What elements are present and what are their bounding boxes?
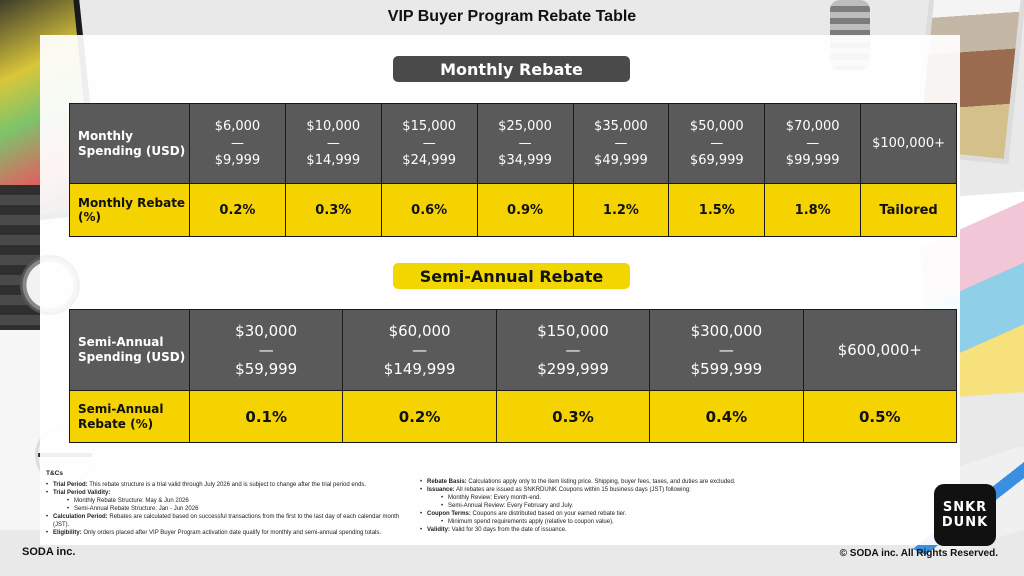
monthly-rebate-cell: 1.5% — [668, 183, 766, 237]
monthly-rebate-table: Monthly Spending (USD) $6,000— $9,999 $10… — [69, 103, 957, 237]
monthly-tier-cell: $10,000— $14,999 — [284, 103, 382, 184]
terms-item: Issuance: All rebates are issued as SNKR… — [420, 486, 780, 494]
semi-rebate-cell: 0.4% — [649, 390, 804, 443]
monthly-tier-cell: $70,000— $99,999 — [764, 103, 862, 184]
monthly-tier-cell: $50,000— $69,999 — [668, 103, 766, 184]
monthly-rebate-cell: 0.6% — [380, 183, 478, 237]
terms-left-column: T&Cs Trial Period: This rebate structure… — [46, 470, 416, 537]
semi-top-rebate-cell: 0.5% — [802, 390, 957, 443]
monthly-tier-cell: $6,000— $9,999 — [189, 103, 286, 184]
terms-item: Trial Period: This rebate structure is a… — [46, 481, 416, 489]
semi-tier-cell: $150,000— $299,999 — [495, 309, 651, 391]
monthly-top-rebate-cell: Tailored — [860, 183, 957, 237]
terms-item: Coupon Terms: Coupons are distributed ba… — [420, 510, 780, 518]
soda-logo: SODA inc. — [22, 546, 76, 558]
logo-line-2: DUNK — [941, 515, 989, 530]
monthly-spending-header: Monthly Spending (USD) — [69, 103, 190, 184]
semi-tier-cell: $30,000— $59,999 — [188, 309, 344, 391]
monthly-tier-cell: $35,000— $49,999 — [572, 103, 670, 184]
page-title: VIP Buyer Program Rebate Table — [387, 8, 637, 25]
semi-spending-header: Semi-Annual Spending (USD) — [69, 309, 190, 391]
semi-annual-rebate-table: Semi-Annual Spending (USD) $30,000— $59,9… — [69, 309, 957, 443]
monthly-rebate-header: Monthly Rebate (%) — [69, 183, 190, 237]
snkrdunk-logo: SNKR DUNK — [934, 484, 996, 546]
terms-subitem: Semi-Annual Review: Every February and J… — [420, 502, 780, 510]
semi-tier-cell: $60,000— $149,999 — [342, 309, 497, 391]
monthly-rebate-cell: 1.2% — [572, 183, 670, 237]
semi-top-tier-cell: $600,000+ — [802, 309, 957, 391]
terms-right-column: Rebate Basis: Calculations apply only to… — [420, 478, 780, 534]
monthly-tier-cell: $25,000— $34,999 — [476, 103, 574, 184]
terms-item: Validity: Valid for 30 days from the dat… — [420, 526, 780, 534]
terms-item: Calculation Period: Rebates are calculat… — [46, 513, 416, 529]
monthly-rebate-row: Monthly Rebate (%) 0.2% 0.3% 0.6% 0.9% 1… — [69, 183, 957, 237]
terms-item: Eligibility: Only orders placed after VI… — [46, 529, 416, 537]
terms-subitem: Monthly Rebate Structure: May & Jun 2026 — [46, 497, 416, 505]
semi-rebate-cell: 0.3% — [495, 390, 651, 443]
semi-annual-rebate-label: Semi-Annual Rebate — [393, 263, 630, 289]
monthly-rebate-cell: 1.8% — [764, 183, 862, 237]
terms-item: Trial Period Validity: — [46, 489, 416, 497]
semi-rebate-header: Semi-Annual Rebate (%) — [69, 390, 190, 443]
semi-spending-row: Semi-Annual Spending (USD) $30,000— $59,9… — [69, 309, 957, 391]
terms-item: Rebate Basis: Calculations apply only to… — [420, 478, 780, 486]
terms-subitem: Monthly Review: Every month-end. — [420, 494, 780, 502]
monthly-rebate-label: Monthly Rebate — [393, 56, 630, 82]
monthly-rebate-cell: 0.2% — [189, 183, 286, 237]
logo-line-1: SNKR — [942, 500, 988, 515]
terms-subitem: Semi-Annual Rebate Structure: Jan - Jun … — [46, 505, 416, 513]
terms-heading: T&Cs — [46, 470, 63, 477]
terms-subitem: Minimum spend requirements apply (relati… — [420, 518, 780, 526]
semi-rebate-cell: 0.2% — [342, 390, 497, 443]
semi-rebate-cell: 0.1% — [188, 390, 344, 443]
monthly-spending-row: Monthly Spending (USD) $6,000— $9,999 $10… — [69, 103, 957, 184]
monthly-top-tier-cell: $100,000+ — [860, 103, 957, 184]
monthly-rebate-cell: 0.9% — [476, 183, 574, 237]
copyright-text: © SODA inc. All Rights Reserved. — [839, 548, 998, 559]
monthly-rebate-cell: 0.3% — [284, 183, 382, 237]
semi-tier-cell: $300,000— $599,999 — [649, 309, 804, 391]
semi-rebate-row: Semi-Annual Rebate (%) 0.1% 0.2% 0.3% 0.… — [69, 390, 957, 443]
monthly-tier-cell: $15,000— $24,999 — [380, 103, 478, 184]
